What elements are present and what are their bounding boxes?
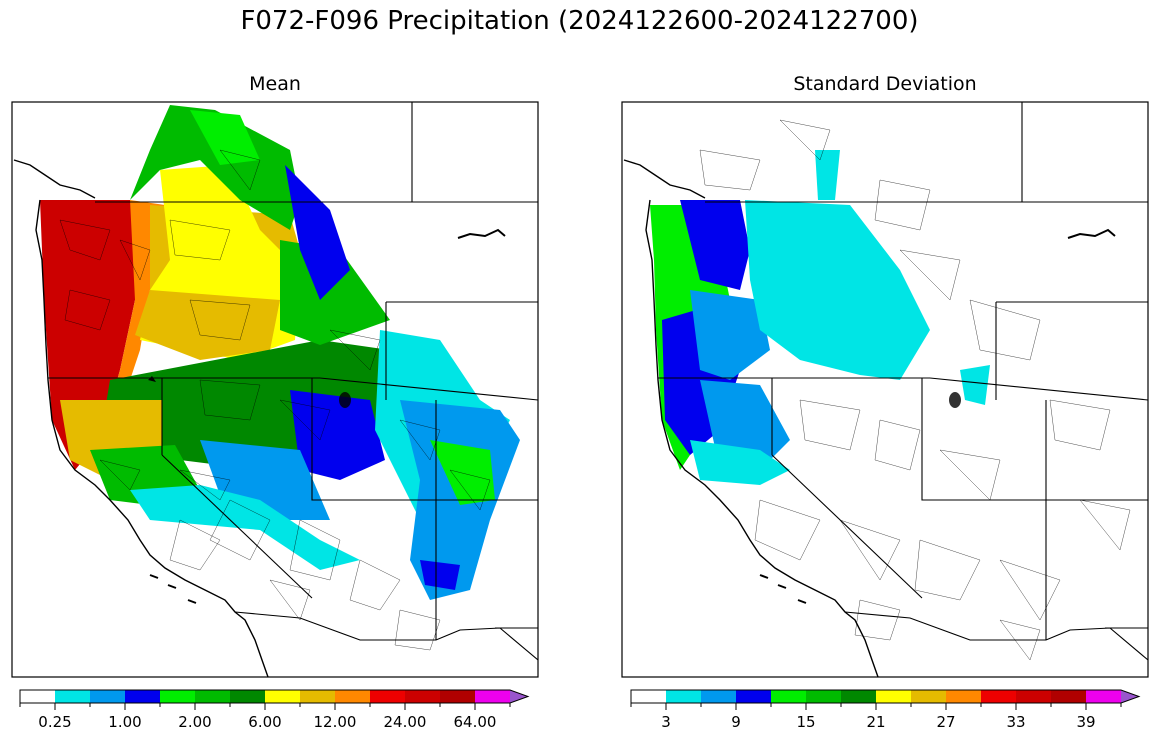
colorbar-bin <box>440 690 476 703</box>
mean-region-gold-central <box>135 290 280 360</box>
colorbar-tick-label: 24.00 <box>384 713 427 731</box>
colorbar-bin <box>370 690 406 703</box>
std-panel-title: Standard Deviation <box>793 73 977 95</box>
colorbar-bin <box>125 690 161 703</box>
colorbar-bin <box>876 690 912 703</box>
std-colorbar: 3 9 15 21 27 33 39 <box>630 689 1141 731</box>
colorbar-bin <box>160 690 196 703</box>
mean-map <box>12 102 538 677</box>
std-region-sky-central <box>690 290 770 380</box>
colorbar-tick-label: 1.00 <box>108 713 141 731</box>
mean-region-orange <box>100 200 165 440</box>
mean-region-lime-north <box>190 110 260 165</box>
colorbar-tick-label: 2.00 <box>178 713 211 731</box>
mean-region-blue-central <box>290 390 385 480</box>
mean-region-green-north <box>130 105 300 230</box>
colorbar-tick-label: 21 <box>866 713 885 731</box>
colorbar-bin <box>405 690 441 703</box>
std-region-cyan-east <box>960 365 990 405</box>
colorbar-tick-label: 6.00 <box>248 713 281 731</box>
colorbar-tick-label: 39 <box>1076 713 1095 731</box>
mean-map-frame <box>11 101 539 678</box>
colorbar-tick-label: 15 <box>796 713 815 731</box>
colorbar-bin <box>300 690 336 703</box>
colorbar-tick-label: 27 <box>936 713 955 731</box>
colorbar-bin <box>230 690 266 703</box>
mean-region-lime-east <box>430 440 495 505</box>
colorbar-bin <box>20 690 56 703</box>
colorbar-bin <box>701 690 737 703</box>
colorbar-extend-triangle <box>510 690 528 703</box>
std-map <box>622 102 1148 677</box>
colorbar-bin <box>806 690 842 703</box>
colorbar-tick-label: 3 <box>661 713 671 731</box>
colorbar-bin <box>736 690 772 703</box>
std-region-cyan-north <box>745 200 930 380</box>
colorbar-bin <box>1016 690 1052 703</box>
colorbar-bin <box>771 690 807 703</box>
colorbar-bin <box>981 690 1017 703</box>
colorbar-bin <box>946 690 982 703</box>
colorbar-bin <box>55 690 91 703</box>
colorbar-tick-label: 33 <box>1006 713 1025 731</box>
colorbar-bin <box>90 690 126 703</box>
colorbar-bin <box>475 690 511 703</box>
std-region-cyan-south <box>690 440 790 485</box>
colorbar-outline <box>19 689 530 704</box>
mean-region-cyan-south <box>130 485 360 570</box>
std-region-cyan-spur <box>815 150 840 200</box>
colorbar-tick-label: 12.00 <box>314 713 357 731</box>
colorbar-bin <box>666 690 702 703</box>
mean-region-blue-se <box>420 560 460 590</box>
mean-colorbar: 0.25 1.00 2.00 6.00 12.00 24.00 64.00 <box>19 689 530 731</box>
colorbar-tick-label: 64.00 <box>454 713 497 731</box>
colorbar-outline <box>630 689 1141 704</box>
colorbar-bin <box>841 690 877 703</box>
colorbar-tick-label: 9 <box>731 713 741 731</box>
colorbar-bin <box>911 690 947 703</box>
figure-title: F072-F096 Precipitation (2024122600-2024… <box>240 6 919 36</box>
std-region-blue-north <box>680 200 750 290</box>
colorbar-bin <box>1086 690 1122 703</box>
colorbar-extend-triangle <box>1121 690 1139 703</box>
colorbar-bin <box>265 690 301 703</box>
std-map-frame <box>621 101 1149 678</box>
mean-panel-title: Mean <box>249 73 301 95</box>
colorbar-tick-label: 0.25 <box>38 713 71 731</box>
colorbar-bin <box>1051 690 1087 703</box>
colorbar-bin <box>195 690 231 703</box>
mean-region-blue-east <box>285 165 350 300</box>
colorbar-bin <box>631 690 667 703</box>
colorbar-bin <box>335 690 371 703</box>
